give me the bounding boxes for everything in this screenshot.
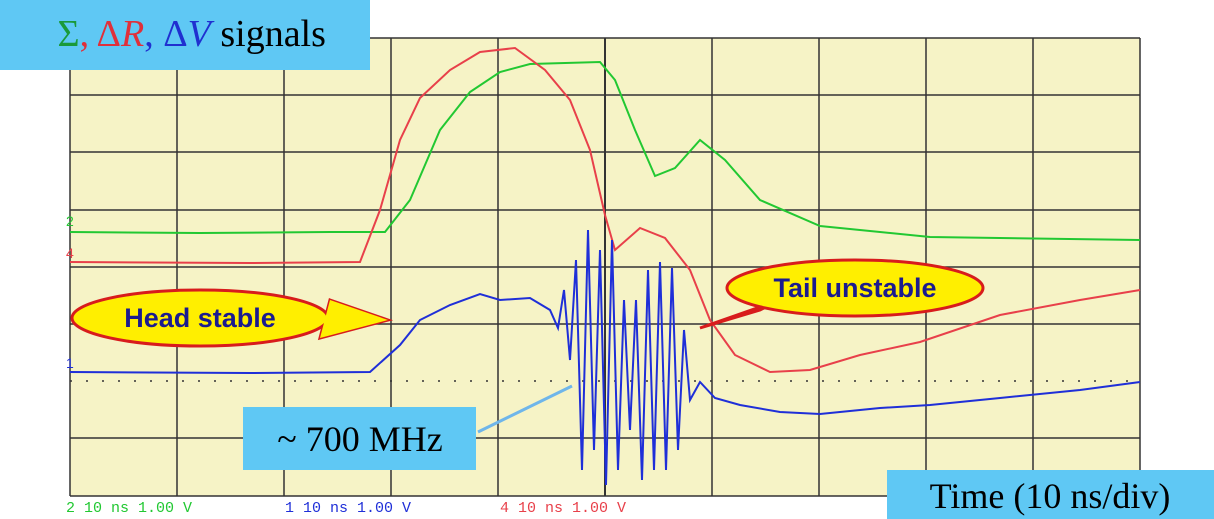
status-text: 2 10 ns 1.00 V [66,500,192,517]
channel-label: 2 [66,213,74,229]
callout-text: Head stable [124,303,276,333]
title: Σ, ΔR, ΔV signals [10,13,354,55]
title-part: , Δ [144,13,187,55]
status-text: 1 10 ns 1.00 V [285,500,411,517]
title-part: R [120,13,144,55]
frequency-label: ~ 700 MHz [277,419,442,459]
time-label: Time (10 ns/div) [930,476,1171,516]
status-text: 4 10 ns 1.00 V [500,500,626,517]
channel-label: 1 [66,355,74,371]
title-part: signals [211,13,326,55]
title-part: , Δ [80,13,121,55]
callout-text: Tail unstable [773,273,936,303]
title-part: Σ [58,13,80,55]
channel-label: 4 [66,245,74,261]
scope-screenshot: 2 4 1 Head stable Tail unstable ~ 700 MH… [0,0,1214,519]
